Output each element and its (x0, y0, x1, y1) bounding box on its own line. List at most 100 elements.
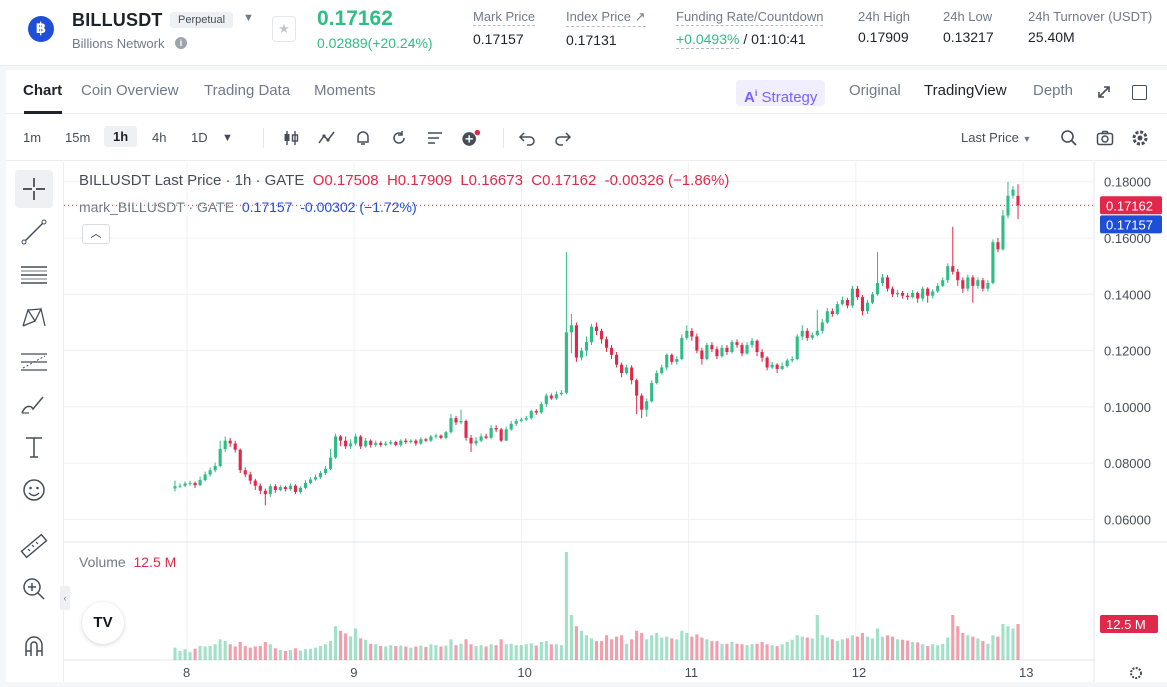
candle-body (815, 330, 819, 336)
volume-bar (384, 646, 388, 660)
fibonacci-tool[interactable] (15, 342, 53, 380)
symbol-dropdown-caret-icon[interactable]: ▼ (243, 12, 254, 24)
timeframe-15m[interactable]: 15m (65, 130, 91, 145)
volume-bar (574, 626, 578, 660)
timeframe-1h[interactable]: 1h (104, 126, 138, 147)
candle-body (579, 350, 584, 358)
candle-body (865, 302, 870, 312)
timeframe-4h[interactable]: 4h (152, 130, 167, 145)
candle-body (870, 294, 875, 303)
symbol-name[interactable]: BILLUSDT (72, 10, 163, 30)
brush-tool[interactable] (15, 385, 53, 423)
network-name: Billions Network (72, 36, 165, 51)
candle-body (594, 326, 599, 331)
timeframe-1d[interactable]: 1D (191, 130, 208, 145)
candle-body (584, 342, 589, 351)
volume-bar (720, 643, 724, 660)
candle-body (880, 277, 885, 284)
search-icon[interactable] (1059, 128, 1079, 148)
candle-body (464, 420, 468, 438)
volume-bar (509, 643, 513, 660)
volume-bar (805, 637, 809, 660)
view-tradingview[interactable]: TradingView (924, 82, 1007, 99)
candle-body (911, 292, 915, 298)
undo-icon[interactable] (517, 128, 537, 148)
volume-bar (394, 646, 398, 660)
candle-body (840, 299, 844, 305)
volume-bar (439, 646, 443, 660)
indicators-icon[interactable] (317, 128, 337, 148)
text-tool[interactable] (15, 428, 53, 466)
horizontal-lines-tool[interactable] (15, 256, 53, 294)
candle-type-icon[interactable] (281, 128, 301, 148)
templates-icon[interactable] (425, 128, 445, 148)
candle-body (850, 288, 854, 306)
volume-bar (564, 552, 568, 660)
candle-body (278, 487, 282, 490)
candle-body (860, 297, 865, 312)
candle-body (494, 428, 498, 430)
redo-icon[interactable] (553, 128, 573, 148)
chart-area[interactable]: 0.18000 0.16000 0.14000 0.12000 0.10000 0.080… (60, 162, 1167, 682)
stat-label: 24h Turnover (USDT) (1028, 9, 1153, 24)
stat-label[interactable]: Mark Price (473, 9, 536, 26)
volume-bar (735, 643, 739, 660)
candle-body (906, 295, 910, 298)
volume-bar (238, 642, 242, 660)
expand-icon[interactable] (1096, 84, 1112, 100)
favorite-star-button[interactable]: ★ (272, 16, 296, 42)
tab-trading-data[interactable]: Trading Data (204, 82, 291, 99)
time-axis-settings-icon[interactable] (1130, 667, 1142, 679)
tab-coin-overview[interactable]: Coin Overview (81, 82, 179, 99)
candle-body (419, 439, 423, 444)
tab-moments[interactable]: Moments (314, 82, 376, 99)
alert-icon[interactable] (353, 128, 373, 148)
candlestick-chart[interactable]: 0.18000 0.16000 0.14000 0.12000 0.10000 0.080… (64, 162, 1167, 682)
volume-bar (951, 615, 955, 660)
volume-bar (434, 645, 438, 660)
window-mode-icon[interactable] (1132, 85, 1147, 100)
candle-body (1006, 195, 1010, 216)
candle-body (946, 266, 950, 281)
view-depth[interactable]: Depth (1033, 82, 1074, 99)
candle-body (454, 418, 458, 423)
pattern-tool[interactable] (15, 299, 53, 337)
crosshair-tool[interactable] (15, 170, 53, 208)
strategy-button[interactable]: Ai Strategy (736, 80, 826, 106)
tab-chart[interactable]: Chart (23, 82, 63, 99)
magnet-tool[interactable] (15, 627, 53, 665)
emoji-tool[interactable] (15, 471, 53, 509)
stat-value: 0.17909 (858, 29, 909, 45)
timeframe-1m[interactable]: 1m (23, 130, 42, 145)
replay-icon[interactable] (389, 128, 409, 148)
collapse-legend-button[interactable]: ︿ (82, 224, 110, 244)
candle-body (308, 479, 313, 483)
volume-bar (885, 635, 890, 660)
drawing-toolbar (6, 162, 64, 682)
zoom-in-tool[interactable] (15, 570, 53, 608)
volume-bar (554, 644, 558, 660)
candle-body (921, 288, 925, 299)
candle-body (896, 292, 900, 295)
volume-bar (454, 645, 458, 660)
add-indicator-icon[interactable] (461, 128, 481, 148)
timeframe-dropdown-icon[interactable]: ▼ (222, 132, 233, 144)
view-original[interactable]: Original (849, 82, 901, 99)
collapse-drawbar-button[interactable]: ‹ (60, 586, 70, 610)
trend-line-tool[interactable] (15, 213, 53, 251)
brush-icon (21, 396, 44, 414)
camera-icon[interactable] (1095, 128, 1115, 148)
tradingview-logo-icon[interactable]: TV (82, 602, 124, 644)
measure-tool[interactable] (15, 527, 53, 565)
y-tick-label: 0.10000 (1104, 400, 1151, 415)
price-type-select[interactable]: Last Price ▼ (961, 130, 1031, 145)
info-icon[interactable]: i (175, 37, 187, 49)
y-tick-label: 0.16000 (1104, 231, 1151, 246)
candle-body (233, 443, 237, 450)
stat-label[interactable]: Funding Rate/Countdown (676, 9, 824, 26)
candle-body (635, 380, 639, 396)
candle-body (855, 288, 859, 298)
fibonacci-icon (21, 353, 47, 371)
settings-gear-icon[interactable] (1130, 128, 1150, 148)
stat-label[interactable]: Index Price ↗ (566, 9, 646, 27)
